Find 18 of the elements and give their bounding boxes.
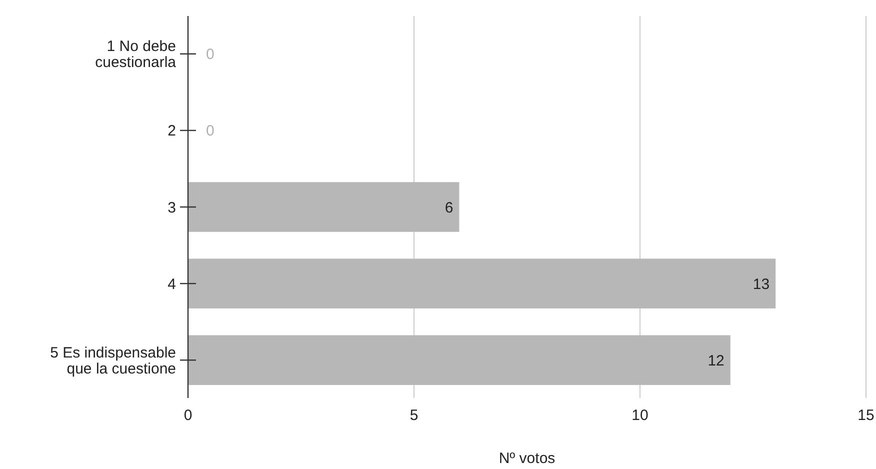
data-label: 0 [206, 46, 214, 64]
data-label: 12 [708, 352, 724, 370]
bar [188, 182, 460, 232]
x-tick-label: 10 [632, 407, 648, 424]
bar [188, 335, 730, 385]
x-axis-title: Nº votos [498, 450, 556, 467]
y-tick-label: 4 [168, 276, 176, 293]
y-tick-label: 2 [168, 122, 176, 140]
y-tick-label: 5 Es indispensable que la cuestione [50, 344, 176, 378]
data-label: 0 [206, 122, 214, 140]
y-tick-label: 1 No debe cuestionarla [95, 38, 177, 72]
data-label: 13 [752, 276, 770, 293]
y-tick-label: 3 [168, 199, 176, 216]
x-tick-label: 15 [858, 407, 874, 424]
x-tick-label: 5 [410, 407, 418, 424]
bar [188, 258, 776, 308]
x-tick-label: 0 [184, 407, 192, 424]
data-label: 6 [444, 199, 454, 216]
